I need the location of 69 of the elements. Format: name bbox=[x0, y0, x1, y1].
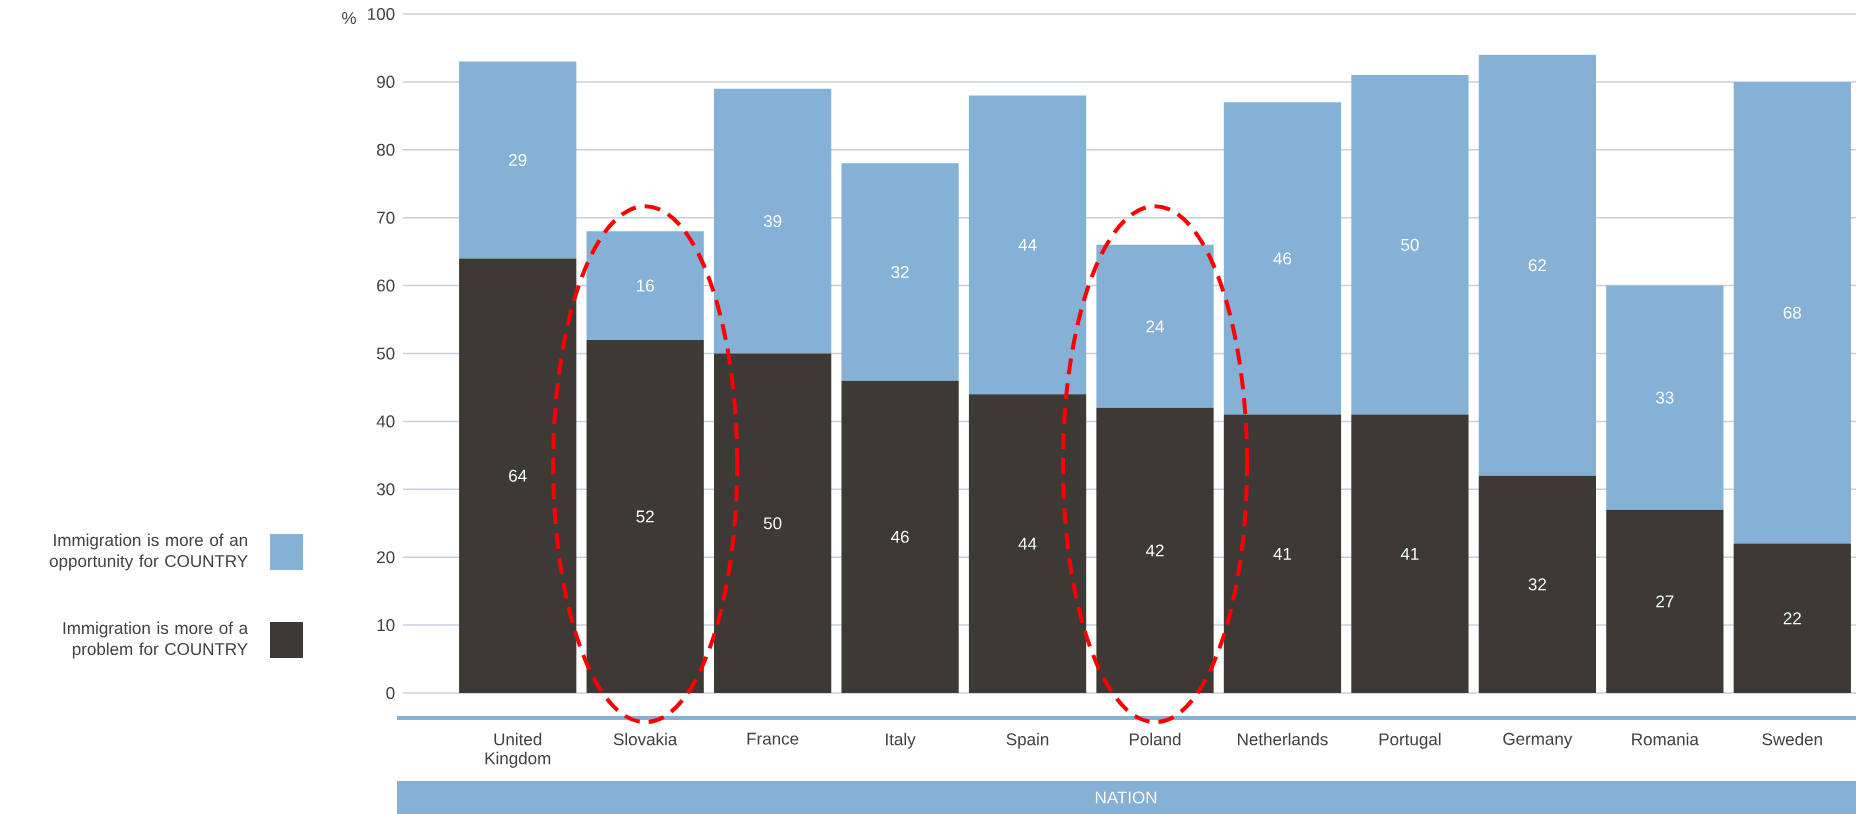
bar bbox=[1606, 509, 1724, 693]
data-label: 33 bbox=[1656, 391, 1674, 404]
data-label: 64 bbox=[509, 469, 527, 482]
y-tick-label: 70 bbox=[377, 211, 395, 224]
x-tick-label: Germany bbox=[1503, 732, 1573, 749]
bar bbox=[1096, 407, 1214, 693]
data-label: 46 bbox=[891, 530, 909, 543]
y-tick-label: 10 bbox=[377, 619, 395, 632]
data-label: 50 bbox=[763, 517, 782, 530]
x-axis-title: NATION bbox=[1095, 791, 1157, 804]
bar bbox=[968, 394, 1087, 693]
data-label: 39 bbox=[763, 215, 782, 228]
data-label: 32 bbox=[891, 265, 909, 279]
y-tick-label: 80 bbox=[376, 143, 395, 156]
y-tick-label: 100 bbox=[368, 7, 395, 21]
legend-label: Immigration is more of an opportunity for COUNTRY bbox=[49, 533, 248, 571]
data-label: 16 bbox=[637, 279, 654, 292]
bar bbox=[714, 353, 832, 693]
x-tick-label: Romania bbox=[1632, 732, 1699, 746]
data-label: 24 bbox=[1146, 320, 1164, 333]
bar bbox=[841, 163, 959, 381]
data-label: 42 bbox=[1145, 544, 1164, 557]
x-tick-label: France bbox=[747, 732, 799, 745]
data-label: 44 bbox=[1018, 537, 1037, 550]
x-tick-label: Sweden bbox=[1762, 732, 1822, 746]
bar bbox=[459, 61, 577, 259]
data-label: 29 bbox=[509, 153, 527, 166]
bar bbox=[841, 380, 959, 693]
x-tick-label: Poland bbox=[1129, 732, 1181, 746]
y-tick-label: 90 bbox=[377, 75, 395, 88]
data-label: 41 bbox=[1273, 547, 1292, 560]
bar bbox=[1733, 81, 1851, 544]
bar bbox=[968, 95, 1087, 395]
y-tick-label: 0 bbox=[386, 686, 395, 700]
bar bbox=[1478, 54, 1597, 476]
bar bbox=[714, 88, 832, 354]
data-label: 52 bbox=[636, 510, 654, 523]
data-label: 41 bbox=[1400, 547, 1419, 560]
x-tick-label: Portugal bbox=[1379, 732, 1441, 749]
y-tick-label: 50 bbox=[376, 347, 395, 360]
bar bbox=[1606, 285, 1724, 510]
bar bbox=[1351, 414, 1469, 693]
y-axis-title: % bbox=[342, 12, 356, 24]
legend-label: Immigration is more of a problem for COUNTRY bbox=[63, 621, 249, 659]
data-label: 50 bbox=[1401, 238, 1419, 251]
y-tick-label: 30 bbox=[376, 483, 395, 496]
bar bbox=[1478, 475, 1597, 693]
x-tick-label: Italy bbox=[886, 732, 916, 749]
data-label: 22 bbox=[1783, 612, 1801, 625]
bar bbox=[1223, 102, 1342, 415]
x-tick-label: Spain bbox=[1006, 732, 1049, 749]
bar bbox=[1733, 543, 1851, 693]
x-tick-label: United Kingdom bbox=[485, 732, 551, 768]
bar bbox=[586, 339, 704, 693]
bar bbox=[1223, 414, 1342, 693]
y-tick-label: 20 bbox=[377, 551, 395, 564]
data-label: 68 bbox=[1783, 306, 1802, 319]
data-label: 27 bbox=[1656, 595, 1674, 608]
data-label: 62 bbox=[1528, 259, 1546, 272]
x-tick-label: Slovakia bbox=[613, 732, 678, 746]
data-label: 46 bbox=[1273, 252, 1292, 265]
bar bbox=[1096, 244, 1214, 408]
y-tick-label: 60 bbox=[377, 279, 395, 292]
data-label: 44 bbox=[1018, 239, 1037, 251]
data-label: 32 bbox=[1528, 578, 1546, 591]
bar bbox=[1351, 75, 1469, 415]
x-tick-label: Netherlands bbox=[1238, 732, 1328, 746]
y-tick-label: 40 bbox=[376, 415, 395, 428]
bar bbox=[586, 231, 704, 340]
